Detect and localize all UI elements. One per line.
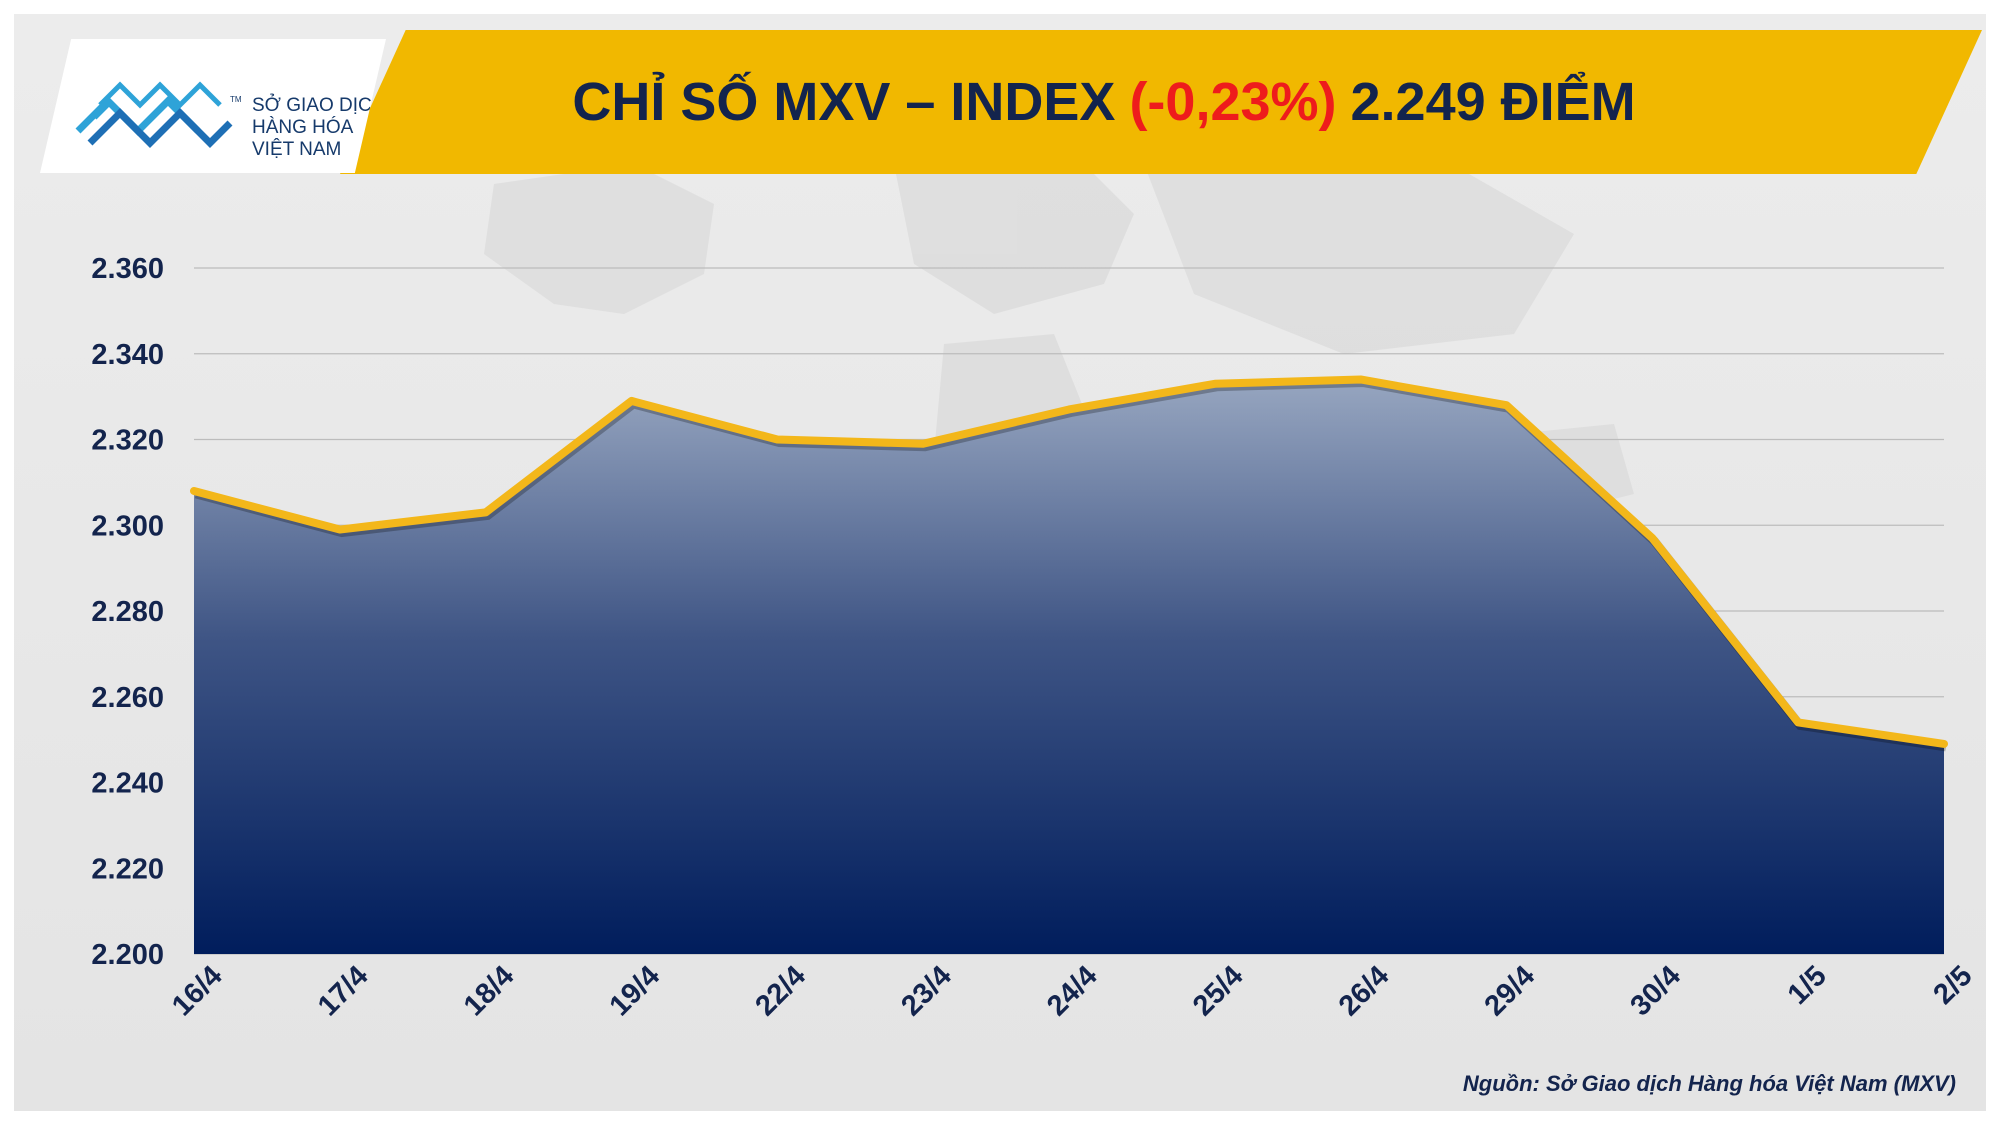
x-tick-label: 30/4 — [1624, 960, 1687, 1023]
chart-svg: 2.200 2.220 2.240 2.260 2.280 2.300 2.320 2.340… — [91, 154, 1979, 1023]
title-banner — [340, 30, 1982, 174]
x-tick-label: 18/4 — [458, 960, 521, 1023]
x-tick-label: 25/4 — [1187, 960, 1250, 1023]
source-note: Nguồn: Sở Giao dịch Hàng hóa Việt Nam (M… — [1462, 1071, 1956, 1096]
y-axis: 2.200 2.220 2.240 2.260 2.280 2.300 2.320 2.340… — [91, 253, 164, 971]
area-series — [194, 379, 1944, 955]
x-tick-label: 16/4 — [166, 960, 229, 1023]
y-tick-label: 2.200 — [91, 939, 164, 971]
logo-trademark: TM — [230, 95, 242, 104]
title-prefix: CHỈ SỐ MXV – INDEX — [572, 72, 1116, 132]
x-tick-label: 22/4 — [749, 960, 812, 1023]
line-series — [190, 375, 1948, 752]
logo-line-3: VIỆT NAM — [252, 139, 342, 160]
y-tick-label: 2.260 — [91, 682, 164, 714]
x-tick-label: 24/4 — [1041, 960, 1104, 1023]
logo-wordmark: SỞ GIAO DỊCH HÀNG HÓA VIỆT NAM — [252, 95, 385, 161]
y-tick-label: 2.340 — [91, 339, 164, 371]
x-tick-label: 26/4 — [1333, 960, 1396, 1023]
y-tick-label: 2.360 — [91, 253, 164, 285]
mxv-logo-icon — [75, 81, 233, 148]
x-tick-label: 23/4 — [895, 960, 958, 1023]
y-tick-label: 2.240 — [91, 768, 164, 800]
y-tick-label: 2.320 — [91, 425, 164, 457]
x-axis: 16/4 17/4 18/4 19/4 22/4 23/4 24/4 25/4 26/4 29/4… — [166, 960, 1979, 1023]
area-fill — [194, 379, 1944, 955]
logo-line-1: SỞ GIAO DỊCH — [252, 95, 386, 116]
x-tick-label: 29/4 — [1479, 960, 1542, 1023]
title-change: (-0,23%) — [1129, 72, 1337, 132]
logo-line-2: HÀNG HÓA — [252, 117, 354, 138]
y-tick-label: 2.280 — [91, 596, 164, 628]
x-tick-label: 1/5 — [1782, 960, 1833, 1011]
y-tick-label: 2.300 — [91, 510, 164, 542]
chart-panel: 2.200 2.220 2.240 2.260 2.280 2.300 2.320 2.340… — [14, 14, 1986, 1111]
x-tick-label: 2/5 — [1928, 960, 1979, 1011]
x-tick-label: 19/4 — [604, 960, 667, 1023]
logo-card: TM SỞ GIAO DỊCH HÀNG HÓA VIỆT NAM — [40, 39, 386, 173]
x-tick-label: 17/4 — [312, 960, 375, 1023]
title-value: 2.249 ĐIỂM — [1350, 72, 1636, 132]
y-tick-label: 2.220 — [91, 853, 164, 885]
chart-title: CHỈ SỐ MXV – INDEX (-0,23%) 2.249 ĐIỂM — [394, 30, 1814, 174]
